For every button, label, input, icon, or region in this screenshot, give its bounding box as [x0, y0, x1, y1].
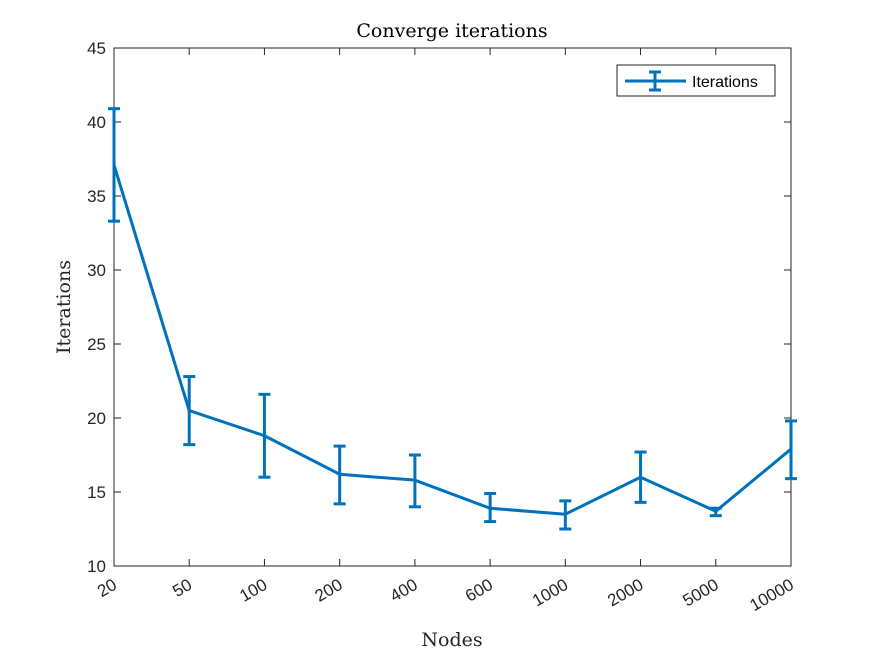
- data-point: [639, 475, 643, 479]
- y-axis-label: Iterations: [53, 260, 75, 354]
- series-layer: [108, 107, 797, 531]
- y-axis: 10 15 20 25 30 35 40 45: [87, 39, 791, 576]
- data-point: [338, 472, 342, 476]
- data-point: [789, 447, 793, 451]
- data-point: [413, 478, 417, 482]
- chart-title: Converge iterations: [356, 20, 547, 42]
- plot-area: [113, 47, 792, 567]
- y-tick-label: 25: [87, 335, 106, 354]
- data-point: [262, 434, 266, 438]
- x-axis-label: Nodes: [421, 629, 482, 651]
- y-tick-label: 40: [87, 113, 106, 132]
- data-point: [714, 509, 718, 513]
- y-tick-label: 10: [87, 557, 106, 576]
- data-point: [187, 409, 191, 413]
- data-point: [112, 163, 116, 167]
- data-point: [488, 506, 492, 510]
- y-tick-label: 20: [87, 409, 106, 428]
- series-line: [112, 164, 792, 516]
- legend: Iterations: [616, 64, 776, 97]
- y-tick-label: 15: [87, 483, 106, 502]
- y-tick-label: 45: [87, 39, 106, 58]
- legend-label: Iterations: [692, 74, 758, 91]
- y-tick-label: 35: [87, 187, 106, 206]
- y-tick-label: 30: [87, 261, 106, 280]
- data-point: [563, 512, 567, 516]
